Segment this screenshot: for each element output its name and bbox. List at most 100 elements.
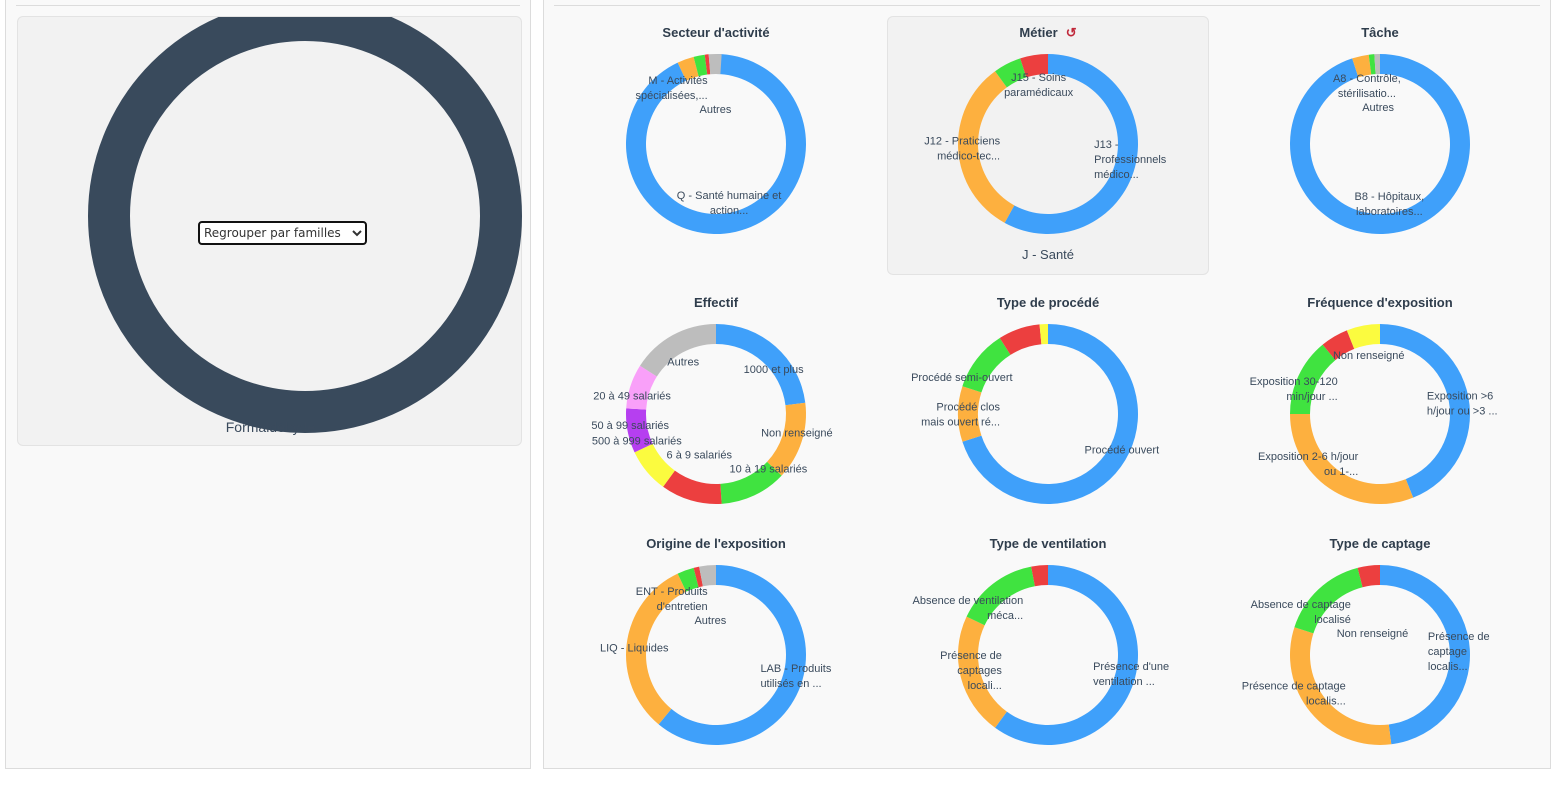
donut-slice[interactable] [1346,324,1380,349]
donut-slice[interactable] [677,567,699,592]
donut-chart[interactable]: B8 - Hôpitaux, laboratoires... A8 - Contrô… [1215,25,1545,255]
donut-slice[interactable] [1374,54,1380,75]
grouping-select[interactable]: Regrouper par familles [198,221,367,245]
donut-slice[interactable] [663,470,722,504]
donut-chart[interactable]: LAB - Produits utilisés en ... LIQ - Liqui… [551,536,881,766]
chart-title-text: Type de ventilation [989,536,1107,551]
slice-label: Exposition >6 h/jour ou >3 ... [1427,390,1498,417]
donut-slice[interactable] [767,402,806,476]
divider [16,5,520,6]
chart-secteur-d-activite: Secteur d'activité Q - Santé humaine et ac… [551,25,881,275]
slice-label: Procédé ouvert [1085,444,1160,456]
slice-label: Absence de ventilation méca... [913,595,1024,622]
substance-card[interactable]: Regrouper par familles Formaldéhyde [17,16,522,446]
donut-chart[interactable]: Procédé ouvert Procédé clos mais ouvert ré… [883,295,1213,525]
donut-slice[interactable] [1380,565,1471,745]
chart-title-text: Type de procédé [996,295,1100,310]
donut-slice[interactable] [658,565,806,745]
donut-slice[interactable] [1368,54,1376,75]
slice-label: 500 à 999 salariés [592,435,682,447]
slice-label: 1000 et plus [744,364,804,376]
slice-label: Procédé clos mais ouvert ré... [921,402,1000,429]
donut-slice[interactable] [1322,330,1355,361]
slice-label: J13 -Professionnels médico... [1094,139,1167,181]
chart-title: Métier ↺ [883,25,1213,41]
chart-tache: Tâche B8 - Hôpitaux, laboratoires... A8 - C… [1215,25,1545,275]
donut-slice[interactable] [1039,324,1048,345]
slice-label: Exposition 2-6 h/jour ou 1-... [1258,451,1359,478]
chart-title-text: Tâche [1361,25,1399,40]
slice-label: B8 - Hôpitaux, laboratoires... [1355,191,1425,218]
donut-slice[interactable] [1020,54,1048,78]
donut-slice[interactable] [1357,565,1380,588]
donut-slice[interactable] [958,71,1015,223]
slice-label: Non renseigné [1337,628,1409,640]
slice-label: LAB - Produits utilisés en ... [760,663,831,690]
chart-title: Origine de l'exposition [551,536,881,551]
slice-label: 6 à 9 salariés [667,449,733,461]
donut-chart[interactable]: Présence d'une ventilation ... Présence de… [883,536,1213,766]
donut-slice[interactable] [626,365,657,410]
slice-label: M - Activités spécialisées,... [636,75,709,102]
slice-label: Présence de captage localis... [1428,631,1490,673]
donut-slice[interactable] [708,54,722,75]
chart-origine-de-l-exposition: Origine de l'exposition LAB - Produits uti… [551,536,881,786]
donut-slice[interactable] [962,338,1011,393]
slice-label: Absence de captage localisé [1251,599,1351,626]
reset-filter-icon[interactable]: ↺ [1065,25,1077,40]
donut-chart[interactable]: 1000 et plus Non renseigné 10 à 19 salarié… [551,295,881,525]
donut-slice[interactable] [995,565,1138,745]
donut-slice[interactable] [720,461,782,504]
slice-label: J15 - Soins paramédicaux [1004,72,1074,99]
right-panel: Secteur d'activité Q - Santé humaine et ac… [543,0,1551,769]
donut-slice[interactable] [958,386,982,442]
slice-label: Présence de captages locali... [940,650,1002,692]
slice-label: Présence de captage localis... [1242,681,1346,708]
donut-slice[interactable] [1031,565,1048,587]
slice-label: A8 - Contrôle, stérilisatio... [1333,73,1401,100]
slice-label: Non renseigné [1333,350,1405,362]
donut-slice[interactable] [1290,627,1392,745]
donut-slice[interactable] [1290,344,1336,414]
donut-slice[interactable] [677,56,699,81]
donut-slice[interactable] [640,324,716,377]
donut-chart[interactable]: J13 -Professionnels médico... J12 - Pratic… [883,25,1213,255]
donut-slice[interactable] [966,566,1035,626]
chart-title: Type de procédé [883,295,1213,310]
slice-label: LIQ - Liquides [600,642,669,654]
substance-ring[interactable] [88,17,522,433]
slice-label: ENT - Produits d'entretien [636,586,708,613]
donut-chart[interactable]: Exposition >6 h/jour ou >3 ... Exposition … [1215,295,1545,525]
donut-slice[interactable] [1352,54,1372,78]
donut-slice[interactable] [1294,567,1363,634]
slice-label: 20 à 49 salariés [593,390,671,402]
slice-label: 10 à 19 salariés [730,463,808,475]
donut-slice[interactable] [1290,414,1414,504]
slice-label: Autres [700,104,732,116]
chart-title: Type de ventilation [883,536,1213,551]
donut-slice[interactable] [958,616,1007,728]
donut-slice[interactable] [693,54,708,77]
donut-slice[interactable] [634,443,675,487]
donut-chart[interactable]: Q - Santé humaine et action... M - Activit… [551,25,881,255]
substance-donut[interactable] [18,17,523,447]
donut-slice[interactable] [1380,324,1470,498]
chart-title: Type de captage [1215,536,1545,551]
donut-chart[interactable]: Présence de captage localis... Présence de … [1215,536,1545,766]
donut-slice[interactable] [699,565,716,587]
slice-label: Autres [667,356,699,368]
slice-label: Non renseigné [761,428,833,440]
chart-title-text: Effectif [693,295,739,310]
slice-label: Exposition 30-120 min/jour ... [1250,376,1338,403]
donut-slice[interactable] [704,54,711,75]
donut-slice[interactable] [626,573,687,725]
donut-slice[interactable] [716,324,806,406]
chart-metier: Métier ↺ J13 -Professionnels médico... J12 -… [883,25,1213,275]
donut-slice[interactable] [626,408,653,453]
donut-slice[interactable] [693,566,703,588]
donut-slice[interactable] [1004,54,1138,234]
donut-slice[interactable] [995,58,1027,88]
chart-title: Secteur d'activité [551,25,881,40]
chart-title: Fréquence d'exposition [1215,295,1545,310]
donut-slice[interactable] [999,324,1042,355]
